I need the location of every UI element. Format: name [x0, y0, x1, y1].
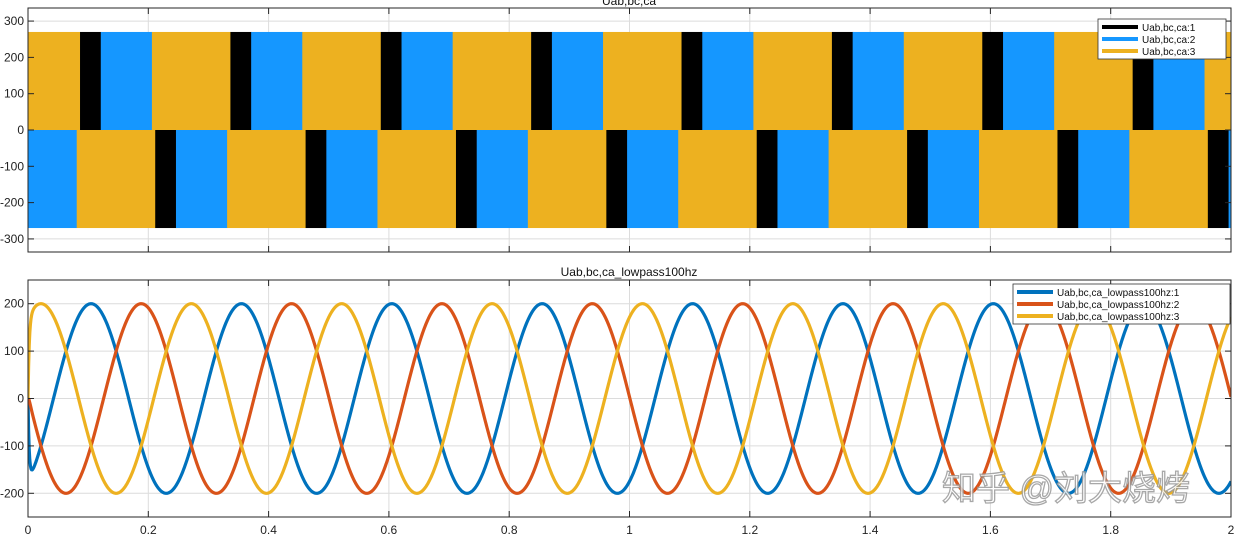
y-tick-label: 300	[4, 14, 24, 28]
y-tick-label: 200	[4, 50, 24, 64]
area-segment-series-3	[903, 31, 983, 130]
area-segment-series-1	[756, 130, 778, 229]
y-tick-label: 100	[4, 344, 24, 358]
area-segment-series-1	[155, 130, 177, 229]
area-segment-series-2	[401, 31, 454, 130]
area-segment-series-2	[927, 130, 980, 229]
bottom-axes: -200 -100 0 100 200 0 0.2 0.4 0.6 0.8 1 1.2 1.4 1.6 1.…	[0, 279, 1235, 537]
bottom-chart-title: Uab,bc,ca_lowpass100hz	[561, 265, 698, 279]
y-tick-label: -200	[0, 196, 24, 210]
area-segment-series-3	[0, 130, 5, 228]
area-segment-series-1	[230, 31, 252, 130]
area-segment-series-1	[982, 31, 1004, 130]
area-segment-series-2	[326, 130, 378, 229]
x-tick-label: 0.8	[501, 523, 518, 537]
data-layer	[0, 31, 1231, 229]
top-chart-title: Uab,bc,ca	[602, 0, 656, 8]
area-segment-series-2	[251, 31, 303, 130]
legend-label: Uab,bc,ca:2	[1142, 35, 1196, 46]
x-tick-label: 1.6	[982, 523, 999, 537]
area-segment-series-1	[681, 31, 703, 130]
area-segment-series-2	[1228, 130, 1231, 229]
area-segment-series-1	[1207, 130, 1230, 229]
y-tick-label: 0	[17, 123, 24, 137]
legend-label: Uab,bc,ca:1	[1142, 23, 1196, 34]
y-tick-label: -300	[0, 232, 24, 246]
y-tick-label: 0	[17, 392, 24, 406]
series-line-1	[28, 302, 1231, 495]
area-segment-series-2	[777, 130, 830, 229]
x-tick-label: 2	[1228, 523, 1235, 537]
area-segment-series-2	[627, 130, 679, 229]
area-segment-series-2	[1003, 31, 1055, 130]
series-line-3	[28, 302, 1231, 495]
area-segment-series-2	[1078, 130, 1130, 229]
x-tick-label: 1.8	[1102, 523, 1119, 537]
x-tick-label: 1	[626, 523, 633, 537]
area-segment-series-1	[531, 31, 553, 130]
area-segment-series-1	[1057, 130, 1079, 229]
legend-label: Uab,bc,ca_lowpass100hz:3	[1057, 312, 1180, 323]
area-segment-series-2	[476, 130, 529, 229]
x-tick-label: 1.4	[862, 523, 879, 537]
area-segment-series-2	[551, 31, 604, 130]
area-segment-series-3	[227, 130, 307, 229]
area-segment-series-2	[0, 32, 2, 130]
area-segment-series-1	[455, 130, 478, 229]
area-segment-series-1	[80, 31, 102, 130]
area-segment-series-1	[5, 130, 26, 228]
legend-label: Uab,bc,ca_lowpass100hz:1	[1057, 288, 1180, 299]
watermark: 知乎 @刘大烧烤	[942, 470, 1190, 508]
x-tick-label: 0.2	[140, 523, 157, 537]
legend-label: Uab,bc,ca_lowpass100hz:2	[1057, 300, 1180, 311]
area-segment-series-3	[28, 31, 81, 130]
area-segment-series-3	[978, 130, 1058, 229]
area-segment-series-1	[907, 130, 929, 229]
legend: Uab,bc,ca_lowpass100hz:1Uab,bc,ca_lowpas…	[1012, 283, 1231, 325]
area-segment-series-3	[76, 130, 156, 229]
x-tick-label: 0.4	[260, 523, 277, 537]
area-segment-series-3	[1129, 130, 1209, 229]
area-segment-series-3	[678, 130, 758, 229]
y-tick-label: 200	[4, 297, 24, 311]
y-tick-label: -200	[0, 486, 24, 500]
top-axes: -300-200-1000100200300Uab,bc,ca:1Uab,bc,…	[0, 7, 1232, 253]
area-segment-series-2	[175, 130, 228, 229]
area-segment-series-3	[302, 31, 382, 130]
y-tick-label: -100	[0, 439, 24, 453]
area-segment-series-3	[377, 130, 457, 229]
area-segment-series-1	[831, 31, 854, 130]
x-tick-label: 0.6	[381, 523, 398, 537]
area-segment-series-1	[305, 130, 327, 229]
x-tick-label: 1.2	[741, 523, 758, 537]
area-segment-series-3	[452, 31, 532, 130]
area-segment-series-3	[828, 130, 908, 229]
legend-label: Uab,bc,ca:3	[1142, 47, 1196, 58]
area-segment-series-3	[753, 31, 833, 130]
area-segment-series-3	[603, 31, 683, 130]
area-segment-series-2	[852, 31, 905, 130]
area-segment-series-3	[151, 31, 231, 130]
area-segment-series-3	[527, 130, 607, 229]
area-segment-series-2	[702, 31, 754, 130]
y-tick-label: -100	[0, 159, 24, 173]
x-tick-label: 0	[25, 523, 32, 537]
area-segment-series-2	[100, 31, 153, 130]
area-segment-series-2	[28, 130, 78, 229]
y-tick-label: 100	[4, 87, 24, 101]
area-segment-series-1	[380, 31, 403, 130]
area-segment-series-1	[606, 130, 628, 229]
